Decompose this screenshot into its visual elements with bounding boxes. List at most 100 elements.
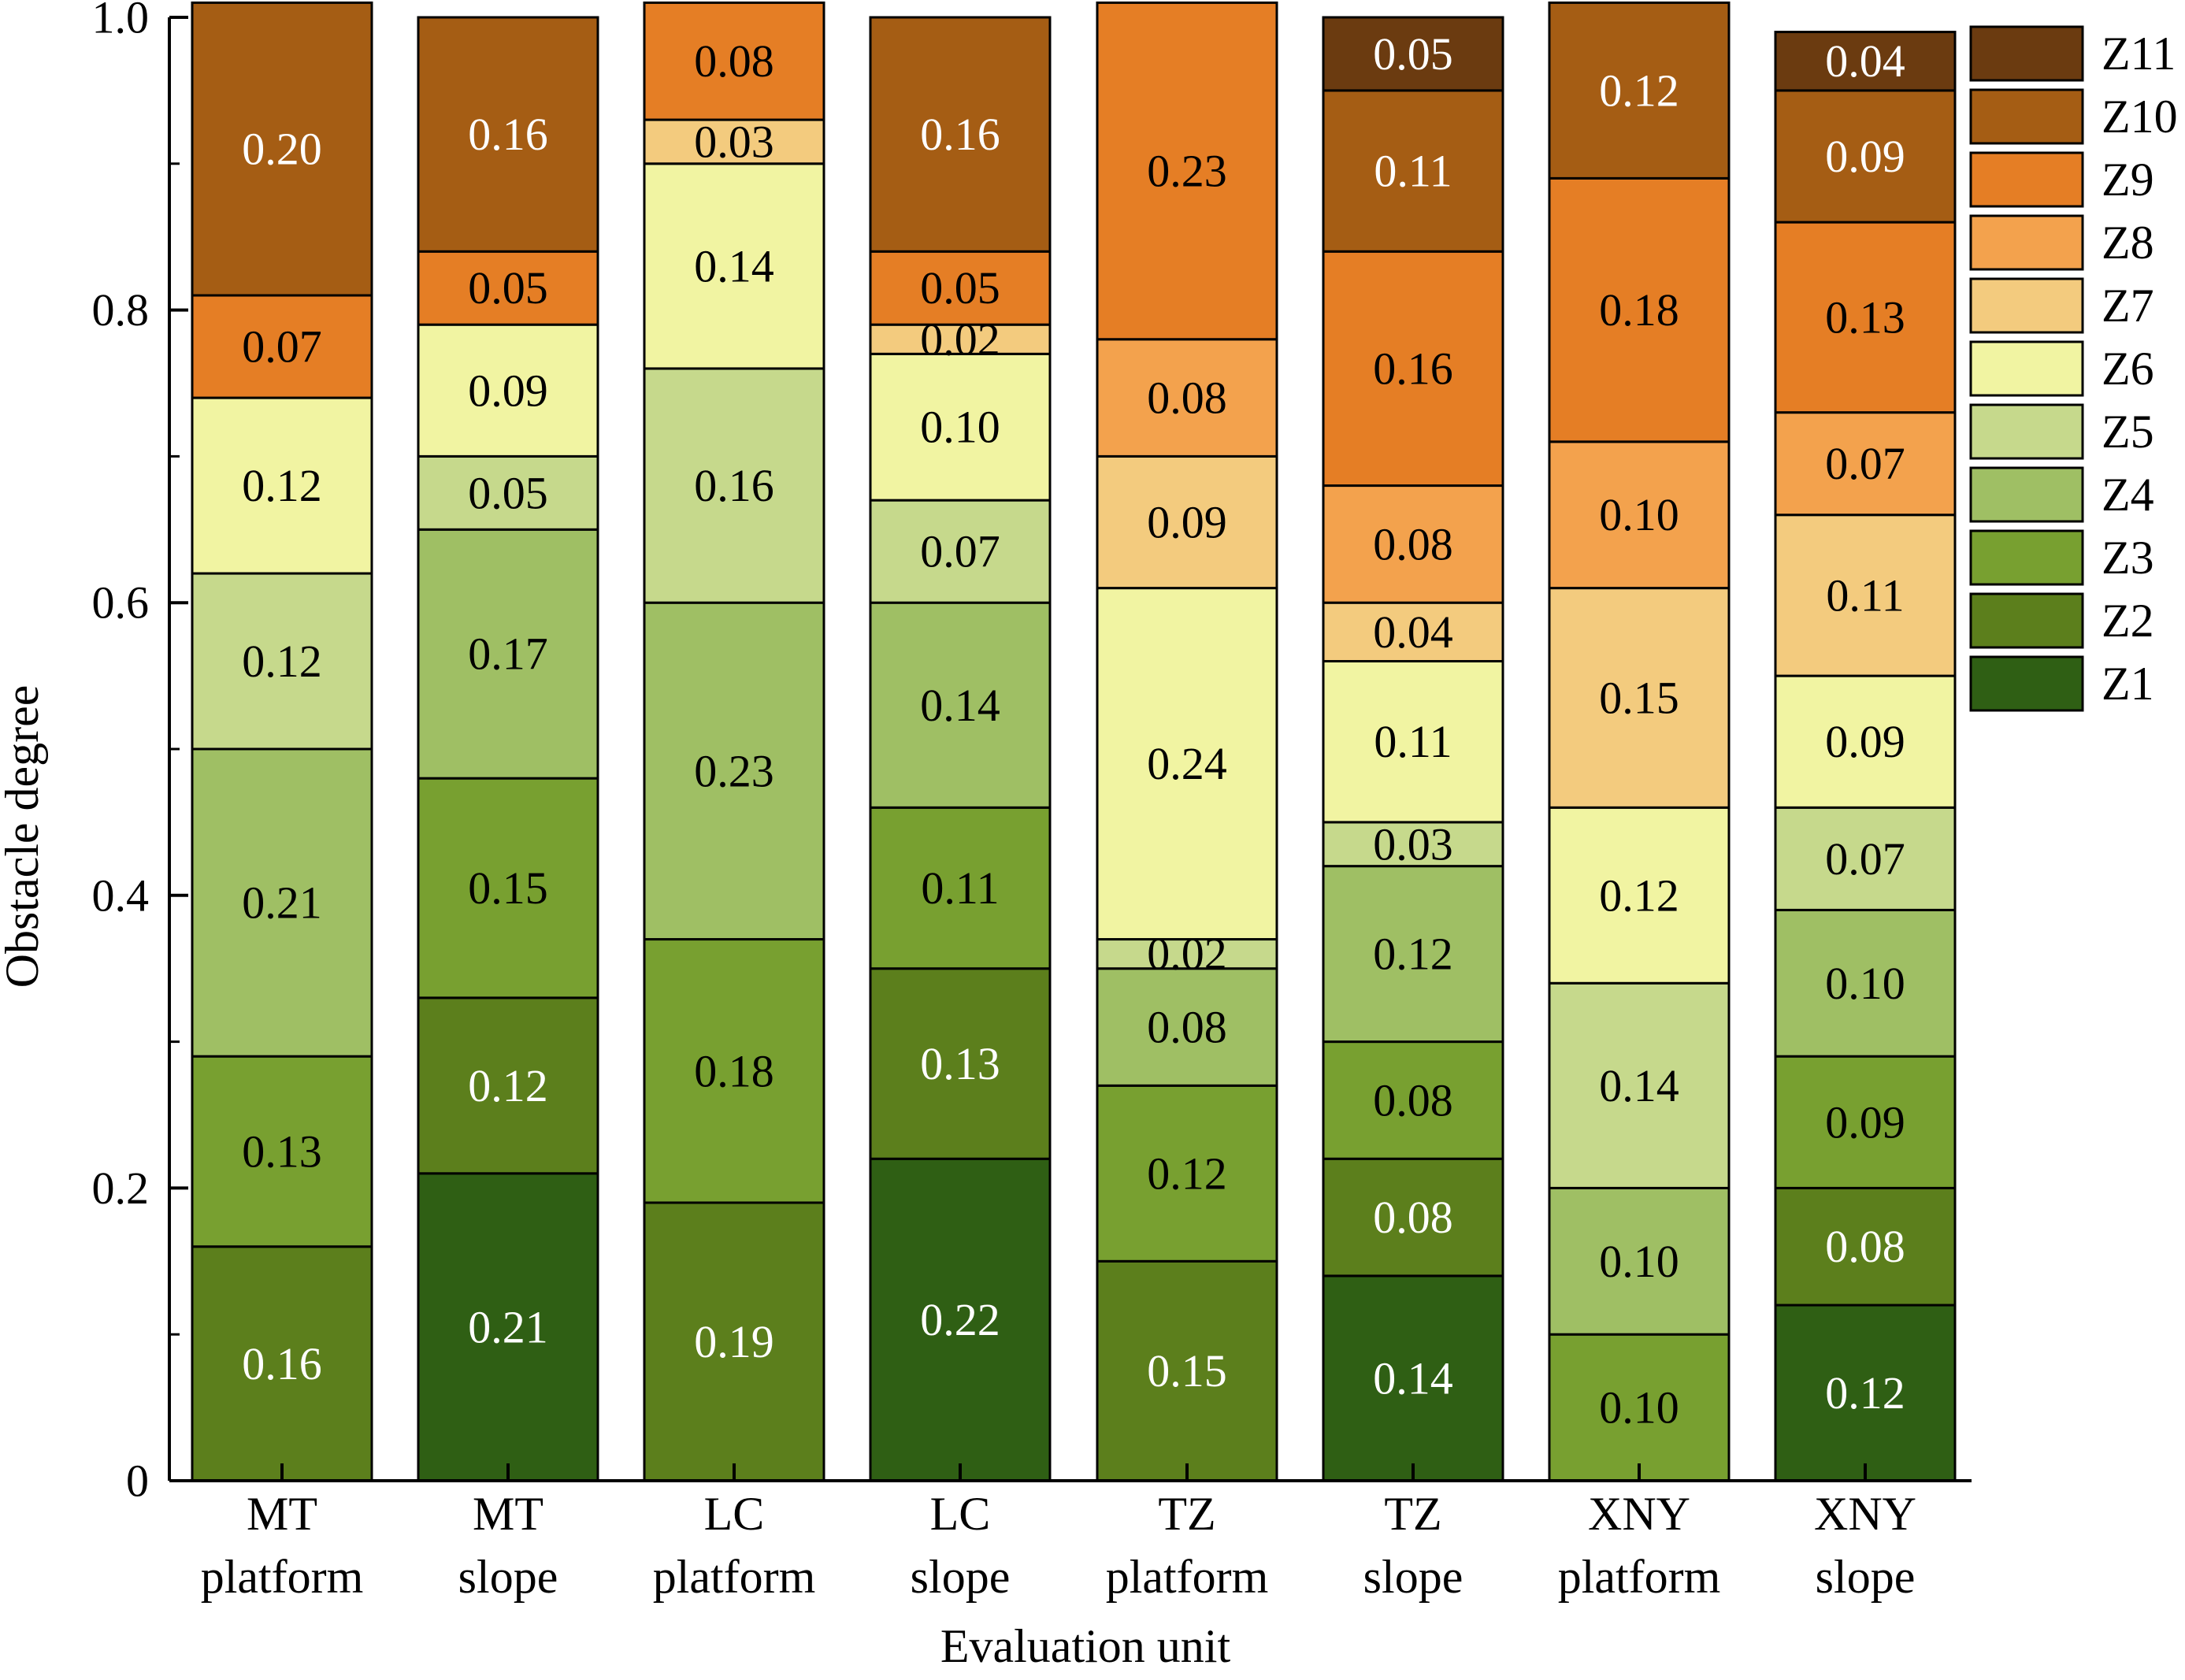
bar-segment-z5 xyxy=(1774,806,1957,911)
data-label: 0.13 xyxy=(1825,291,1905,343)
legend-label: Z8 xyxy=(2102,217,2154,269)
data-label: 0.07 xyxy=(1825,833,1905,885)
x-tick-label-line2: platform xyxy=(201,1551,364,1603)
data-label: 0.10 xyxy=(1599,489,1679,540)
legend-swatch xyxy=(1969,25,2084,82)
data-label: 0.16 xyxy=(694,460,774,511)
x-tick-label-line1: MT xyxy=(473,1488,543,1540)
legend-label: Z6 xyxy=(2102,343,2154,395)
bar-segment-z6 xyxy=(191,396,373,575)
bar-segment-z3 xyxy=(1322,1040,1504,1160)
data-label: 0.05 xyxy=(1373,28,1453,80)
bar-segment-z6 xyxy=(1774,674,1957,809)
data-label: 0.08 xyxy=(1373,518,1453,569)
data-label: 0.10 xyxy=(1825,958,1905,1009)
legend-swatch xyxy=(1969,340,2084,397)
data-label: 0.16 xyxy=(242,1338,322,1389)
bar-segment-z4 xyxy=(1548,1186,1731,1336)
bar-stack: 0.15 0.12 0.08 0.02 0.24 0.09 0.08 0.23 xyxy=(1096,1,1278,1482)
bar-segment-z3 xyxy=(1096,1084,1278,1263)
bar-segment-z9 xyxy=(869,250,1052,326)
bar-segment-z1 xyxy=(1322,1274,1504,1482)
data-label: 0.15 xyxy=(468,862,548,914)
x-tick-label-line1: XNY xyxy=(1814,1488,1916,1540)
bar-segment-z9 xyxy=(643,1,825,121)
y-axis-title: Obstacle degree xyxy=(0,685,48,988)
data-label: 0.10 xyxy=(1599,1382,1679,1433)
x-tick-label-line2: platform xyxy=(1106,1551,1269,1603)
data-label: 0.20 xyxy=(242,124,322,175)
data-label: 0.11 xyxy=(921,862,999,914)
bar-segment-z5 xyxy=(417,454,599,531)
legend-item-z2: Z2 xyxy=(1969,592,2154,649)
x-tick-label-line1: TZ xyxy=(1384,1488,1441,1540)
bar-segment-z4 xyxy=(1096,967,1278,1087)
data-label: 0.05 xyxy=(920,262,1000,313)
legend: Z11 Z10 Z9 Z8 Z7 Z6 Z5 Z4 Z3 Z2 Z1 xyxy=(1969,25,2178,712)
bar-segment-z1 xyxy=(417,1172,599,1482)
data-label: 0.08 xyxy=(1373,1192,1453,1243)
x-tick-label-line2: slope xyxy=(458,1551,558,1603)
bar-stack: 0.22 0.13 0.11 0.14 0.07 0.10 0.020.05 0.16 xyxy=(869,16,1052,1482)
x-tick-label-line2: slope xyxy=(1363,1551,1463,1603)
bar-segment-z2 xyxy=(1774,1186,1957,1307)
legend-label: Z1 xyxy=(2102,658,2154,710)
bar-segment-z10 xyxy=(869,16,1052,253)
bar-segment-z4 xyxy=(417,528,599,780)
bar-segment-z5 xyxy=(643,367,825,604)
legend-swatch xyxy=(1969,88,2084,145)
bar-segment-z2 xyxy=(417,996,599,1175)
bar-segment-z9 xyxy=(1548,176,1731,443)
bar-segment-z10 xyxy=(1774,89,1957,224)
bar-segment-z3 xyxy=(417,777,599,999)
data-label: 0.09 xyxy=(1825,716,1905,767)
data-label: 0.09 xyxy=(1825,131,1905,182)
data-label: 0.11 xyxy=(1374,146,1452,197)
legend-item-z8: Z8 xyxy=(1969,214,2154,271)
data-label: 0.16 xyxy=(468,109,548,160)
bar-segment-z11 xyxy=(1774,31,1957,92)
data-label: 0.10 xyxy=(1599,1236,1679,1287)
bar-stack: 0.19 0.18 0.23 0.16 0.14 0.03 0.08 xyxy=(643,1,825,1482)
data-label: 0.12 xyxy=(1147,1148,1227,1199)
legend-item-z7: Z7 xyxy=(1969,277,2154,334)
x-tick-label-line1: MT xyxy=(247,1488,317,1540)
bar-segment-z4 xyxy=(643,601,825,941)
bar-segment-z11 xyxy=(1322,16,1504,92)
legend-label: Z10 xyxy=(2102,91,2178,143)
data-label: 0.23 xyxy=(694,745,774,796)
data-label: 0.21 xyxy=(468,1301,548,1352)
data-label: 0.12 xyxy=(468,1060,548,1111)
legend-label: Z4 xyxy=(2102,469,2154,521)
data-label: 0.04 xyxy=(1825,35,1905,87)
bar-segment-z2 xyxy=(869,967,1052,1160)
data-label: 0.09 xyxy=(1825,1096,1905,1148)
x-tick-label-line1: XNY xyxy=(1588,1488,1690,1540)
bar-stack: 0.16 0.13 0.21 0.12 0.12 0.07 0.20 xyxy=(191,1,373,1482)
axes-layer: 0 0.2 0.4 0.6 0.8 1.0 MT platform MT slope LC platf… xyxy=(92,0,1972,1603)
legend-swatch xyxy=(1969,277,2084,334)
data-label: 0.12 xyxy=(1825,1367,1905,1419)
bar-segment-z4 xyxy=(1774,908,1957,1058)
y-tick-label: 0.8 xyxy=(92,284,150,336)
legend-swatch xyxy=(1969,214,2084,271)
bar-segment-z3 xyxy=(869,806,1052,970)
legend-label: Z7 xyxy=(2102,280,2154,332)
bar-segment-z2 xyxy=(1322,1157,1504,1278)
bar-segment-z9 xyxy=(1774,221,1957,414)
y-tick-label: 0.4 xyxy=(92,870,150,921)
data-label: 0.05 xyxy=(468,467,548,518)
data-label: 0.12 xyxy=(1373,929,1453,980)
bar-segment-z9 xyxy=(191,294,373,399)
bar-segment-z6 xyxy=(869,352,1052,502)
legend-swatch xyxy=(1969,655,2084,712)
bar-segment-z6 xyxy=(1096,587,1278,941)
data-label: 0.09 xyxy=(468,365,548,416)
data-label: 0.08 xyxy=(694,35,774,87)
data-label: 0.18 xyxy=(694,1045,774,1096)
legend-swatch xyxy=(1969,592,2084,649)
bar-segment-z5 xyxy=(1096,938,1278,970)
data-label: 0.13 xyxy=(242,1126,322,1177)
bar-segment-z1 xyxy=(869,1157,1052,1482)
bar-segment-z4 xyxy=(869,601,1052,809)
